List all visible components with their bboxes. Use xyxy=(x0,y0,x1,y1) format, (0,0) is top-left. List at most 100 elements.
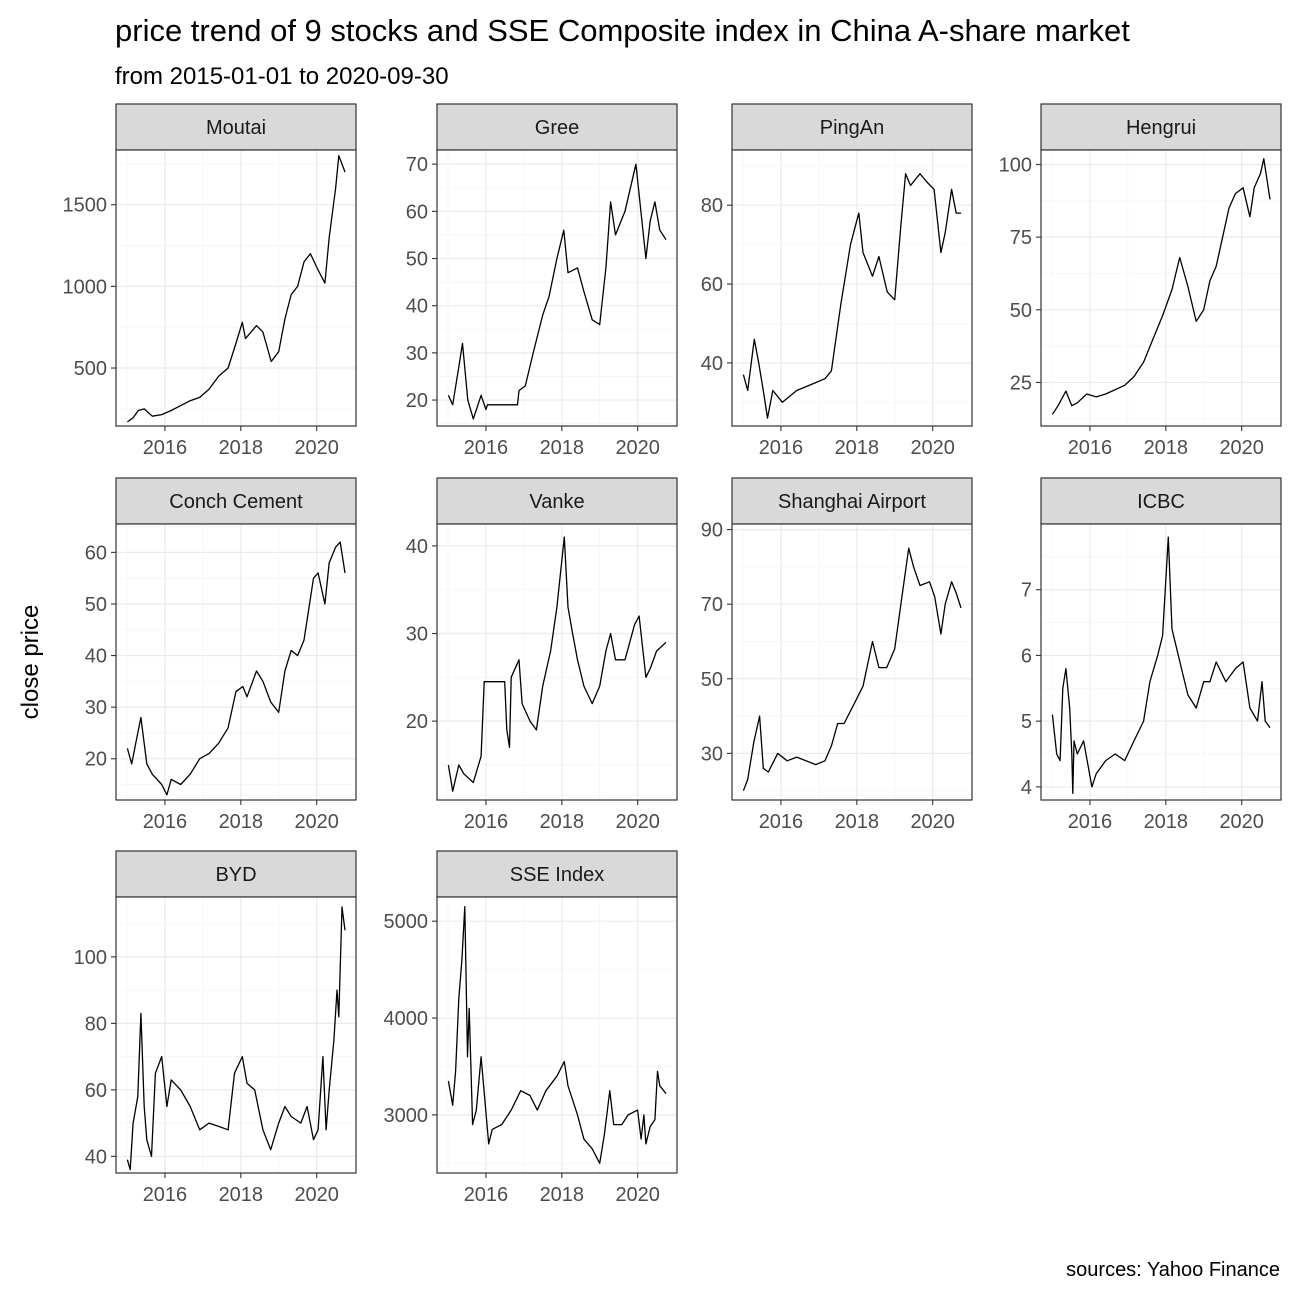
y-tick-label: 30 xyxy=(406,343,428,365)
panel-background xyxy=(116,897,356,1173)
y-tick-label: 80 xyxy=(85,1013,107,1035)
facet-strip xyxy=(115,477,357,525)
series-line-byd xyxy=(126,906,346,1171)
series-line-conch-cement xyxy=(126,541,346,796)
y-tick-label: 1000 xyxy=(63,276,108,298)
y-tick-label: 4000 xyxy=(384,1008,429,1030)
panel-border xyxy=(1040,149,1282,427)
facet-strip xyxy=(1040,477,1282,525)
x-tick-label: 2018 xyxy=(540,811,585,833)
series-line-moutai xyxy=(127,155,346,423)
y-tick-label: 4 xyxy=(1021,777,1032,799)
panel-border xyxy=(115,523,357,801)
y-tick-label: 30 xyxy=(701,743,723,765)
y-tick-label: 60 xyxy=(406,201,428,223)
series-line-sse-index xyxy=(447,906,667,1164)
y-tick-label: 80 xyxy=(701,195,723,217)
x-tick-label: 2018 xyxy=(219,437,264,459)
panel-background xyxy=(732,524,972,800)
y-tick-label: 60 xyxy=(701,274,723,296)
panel-shanghai-airport: Shanghai Airport 30 50 70 90 2016 2018 2020 xyxy=(701,477,973,833)
facet-strip-label: Conch Cement xyxy=(169,491,303,513)
chart-caption: sources: Yahoo Finance xyxy=(1066,1259,1280,1281)
facet-strip-label: ICBC xyxy=(1137,491,1185,513)
facet-strip xyxy=(731,103,973,151)
y-tick-label: 40 xyxy=(85,646,107,668)
x-tick-label: 2018 xyxy=(219,811,264,833)
panel-sse-index: SSE Index 3000 4000 5000 2016 2018 2020 xyxy=(384,850,678,1206)
facet-strip xyxy=(731,477,973,525)
y-tick-label: 100 xyxy=(999,155,1032,177)
facet-strip-label: BYD xyxy=(215,864,256,886)
x-tick-label: 2018 xyxy=(835,811,880,833)
y-tick-label: 60 xyxy=(85,1080,107,1102)
facet-strip-label: PingAn xyxy=(820,117,885,139)
x-tick-label: 2020 xyxy=(615,437,660,459)
y-tick-label: 5 xyxy=(1021,711,1032,733)
y-tick-label: 40 xyxy=(406,296,428,318)
facet-strip xyxy=(1040,103,1282,151)
x-tick-label: 2020 xyxy=(294,811,339,833)
series-line-pingan xyxy=(742,173,961,419)
panel-pingan: PingAn 40 60 80 2016 2018 2020 xyxy=(701,103,973,459)
panel-border xyxy=(731,149,973,427)
panel-border xyxy=(115,149,357,427)
y-tick-label: 70 xyxy=(406,154,428,176)
x-tick-label: 2016 xyxy=(143,811,188,833)
x-tick-label: 2018 xyxy=(1144,811,1189,833)
panel-background xyxy=(1041,150,1281,426)
facet-strip xyxy=(115,103,357,151)
x-tick-label: 2020 xyxy=(615,811,660,833)
panel-background xyxy=(1041,524,1281,800)
facet-strip-label: Gree xyxy=(535,117,579,139)
y-tick-label: 70 xyxy=(701,594,723,616)
y-tick-label: 50 xyxy=(406,249,428,271)
x-tick-label: 2020 xyxy=(294,1184,339,1206)
x-tick-label: 2016 xyxy=(1068,811,1113,833)
y-tick-label: 40 xyxy=(701,353,723,375)
y-tick-label: 40 xyxy=(85,1146,107,1168)
y-tick-label: 50 xyxy=(1010,300,1032,322)
panel-background xyxy=(116,150,356,426)
y-tick-label: 30 xyxy=(85,697,107,719)
series-line-hengrui xyxy=(1051,158,1271,415)
y-tick-label: 20 xyxy=(406,390,428,412)
panel-border xyxy=(1040,523,1282,801)
y-tick-label: 25 xyxy=(1010,372,1032,394)
x-tick-label: 2016 xyxy=(1068,437,1113,459)
y-tick-label: 20 xyxy=(85,749,107,771)
chart-subtitle: from 2015-01-01 to 2020-09-30 xyxy=(115,63,449,90)
y-tick-label: 100 xyxy=(74,947,107,969)
panel-background xyxy=(437,150,677,426)
x-tick-label: 2018 xyxy=(835,437,880,459)
panel-border xyxy=(115,896,357,1174)
x-tick-label: 2018 xyxy=(540,437,585,459)
panel-vanke: Vanke 20 30 40 2016 2018 2020 xyxy=(406,477,678,833)
x-tick-label: 2020 xyxy=(910,811,955,833)
y-tick-label: 500 xyxy=(74,358,107,380)
y-tick-label: 5000 xyxy=(384,911,429,933)
facet-strip-label: SSE Index xyxy=(510,864,605,886)
y-tick-label: 6 xyxy=(1021,645,1032,667)
series-line-icbc xyxy=(1051,536,1271,795)
facet-strip xyxy=(115,850,357,898)
y-tick-label: 50 xyxy=(85,594,107,616)
y-tick-label: 30 xyxy=(406,624,428,646)
panel-hengrui: Hengrui 25 50 75 100 2016 2018 2020 xyxy=(999,103,1282,459)
x-tick-label: 2020 xyxy=(910,437,955,459)
series-line-vanke xyxy=(447,536,667,792)
panel-background xyxy=(732,150,972,426)
panel-background xyxy=(437,524,677,800)
chart-title: price trend of 9 stocks and SSE Composit… xyxy=(115,13,1130,48)
panel-background xyxy=(437,897,677,1173)
panel-border xyxy=(731,523,973,801)
panel-background xyxy=(116,524,356,800)
facet-strip xyxy=(436,103,678,151)
y-tick-label: 1500 xyxy=(63,195,108,217)
y-tick-label: 3000 xyxy=(384,1105,429,1127)
x-tick-label: 2016 xyxy=(143,437,188,459)
x-tick-label: 2016 xyxy=(759,437,804,459)
panel-conch-cement: Conch Cement 20 30 40 50 60 2016 2018 2020 xyxy=(85,477,357,833)
x-tick-label: 2016 xyxy=(464,437,509,459)
